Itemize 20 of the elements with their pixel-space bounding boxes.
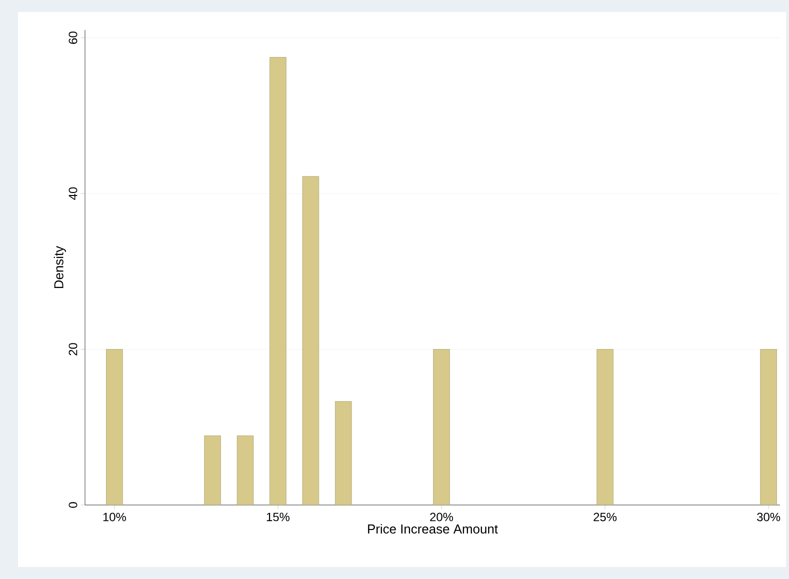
bar	[596, 349, 614, 505]
y-tick-label: 20	[68, 343, 78, 356]
y-tick-label: 40	[68, 187, 78, 200]
bar	[236, 435, 254, 505]
x-tick-label: 10%	[103, 512, 126, 522]
bar	[335, 401, 352, 505]
y-tick-label: 0	[68, 502, 78, 508]
bar	[204, 435, 221, 505]
x-axis-title: Price Increase Amount	[368, 524, 498, 534]
x-tick-label: 15%	[266, 512, 290, 522]
bar	[270, 57, 286, 505]
x-tick-label: 25%	[594, 512, 617, 522]
x-tick-label: 20%	[430, 512, 454, 522]
y-tick-label: 60	[68, 32, 78, 44]
x-tick-label: 30%	[757, 512, 780, 522]
bar	[433, 349, 450, 505]
y-axis-title: Density	[54, 246, 66, 288]
bar	[302, 176, 320, 505]
bar	[106, 349, 123, 505]
bar	[760, 349, 777, 505]
